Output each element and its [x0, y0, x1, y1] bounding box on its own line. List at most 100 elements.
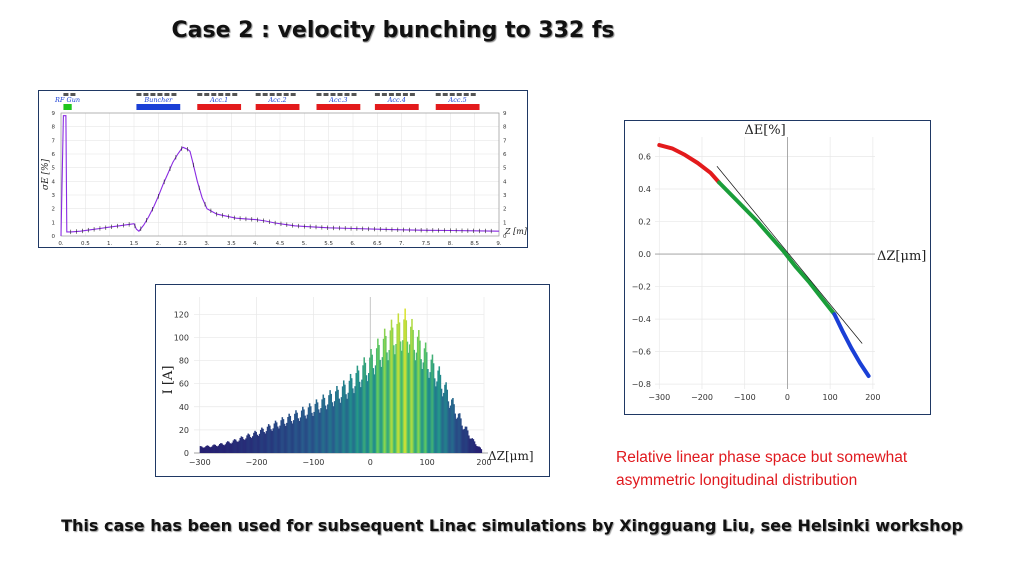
y-tick-label: 0.4 [638, 185, 651, 194]
annotation-note: Relative linear phase space but somewhat… [616, 446, 976, 492]
x-tick-label: 5.5 [324, 241, 333, 247]
element-marker [344, 93, 350, 96]
element-marker [136, 93, 142, 96]
current-bar [279, 425, 281, 453]
current-bar [236, 441, 238, 453]
current-bar [446, 389, 449, 453]
current-bar [240, 436, 243, 453]
current-bar [403, 319, 405, 453]
current-bar [412, 329, 414, 453]
element-marker [225, 93, 231, 96]
y-tick-label: 80 [179, 357, 189, 366]
current-bar [345, 394, 347, 453]
current-bar [458, 413, 461, 453]
y-tick-label-right: 6 [503, 152, 507, 158]
current-bar [422, 362, 425, 453]
current-bar [255, 431, 257, 453]
element-marker [197, 93, 203, 96]
current-bar [476, 446, 478, 453]
current-bar [413, 349, 416, 453]
current-bar [365, 375, 368, 453]
current-bar [480, 449, 483, 453]
current-bar [385, 335, 387, 453]
current-bar [471, 438, 474, 453]
x-tick-label: 1. [107, 241, 112, 247]
current-bar [266, 426, 269, 453]
y-tick-label: 7 [52, 138, 56, 144]
current-bar [415, 352, 418, 453]
current-bar [311, 412, 313, 453]
current-bar [363, 357, 365, 453]
element-marker [351, 93, 357, 96]
current-bar [372, 368, 375, 453]
element-marker [211, 93, 217, 96]
current-bar [296, 412, 298, 453]
y-axis-label: I [A] [161, 366, 176, 395]
current-bar [270, 429, 272, 453]
current-bar [342, 380, 345, 453]
x-tick-label: 6.5 [373, 241, 382, 247]
current-bar [464, 426, 467, 453]
x-tick-label: 0 [785, 393, 790, 402]
current-bar [391, 327, 394, 453]
x-axis-label: Z [m] [504, 227, 527, 236]
element-marker [171, 93, 177, 96]
current-bar [354, 386, 356, 453]
current-bar [290, 421, 293, 453]
current-bar [239, 437, 242, 453]
current-bar [379, 359, 381, 453]
element-marker [381, 93, 387, 96]
current-bar [224, 444, 227, 453]
current-bar [292, 420, 295, 453]
slide-footer: This case has been used for subsequent L… [61, 516, 963, 535]
y-tick-label-right: 7 [503, 138, 507, 144]
current-bar [381, 357, 384, 453]
current-bar [453, 404, 455, 453]
y-axis-label: σE [%] [41, 158, 51, 190]
current-bar [277, 426, 279, 453]
current-bar [380, 366, 383, 453]
y-tick-label: 0.0 [638, 250, 651, 259]
current-bar [330, 393, 333, 453]
current-bar [244, 440, 246, 453]
current-bar [418, 330, 420, 453]
current-bar [294, 413, 296, 453]
current-bar [447, 401, 450, 453]
current-bar [252, 436, 254, 453]
current-bar [433, 378, 436, 453]
current-bar [281, 417, 284, 453]
current-bar [288, 413, 290, 453]
beamline-element-bar [374, 104, 419, 110]
element-marker [409, 93, 415, 96]
x-tick-label: 200 [865, 393, 880, 402]
y-tick-label: 0.2 [638, 218, 651, 227]
current-bar [223, 445, 226, 453]
element-marker [150, 93, 156, 96]
current-bar [466, 430, 469, 453]
current-bar [387, 360, 389, 453]
element-marker [374, 93, 380, 96]
current-bar [469, 438, 471, 453]
current-bar [283, 423, 286, 453]
current-bar [341, 386, 344, 453]
current-bar [305, 418, 307, 453]
y-tick-label: 20 [179, 426, 189, 435]
element-marker [388, 93, 394, 96]
element-marker [316, 93, 322, 96]
current-bar [386, 352, 388, 453]
current-bar [262, 428, 264, 453]
beamline-element-label: Acc.1 [209, 96, 228, 104]
current-bar [257, 435, 260, 453]
current-bar [254, 430, 256, 453]
current-bar [208, 446, 211, 453]
current-bar [390, 319, 393, 453]
current-bar [332, 406, 335, 453]
y-tick-label: 0 [184, 449, 189, 458]
phase-space-segment [657, 143, 722, 185]
y-tick-label-right: 4 [503, 179, 507, 185]
x-tick-label: 8. [448, 241, 453, 247]
current-bar [369, 357, 371, 453]
current-bar [302, 406, 304, 453]
current-bar [273, 423, 276, 453]
current-bar [234, 439, 237, 453]
